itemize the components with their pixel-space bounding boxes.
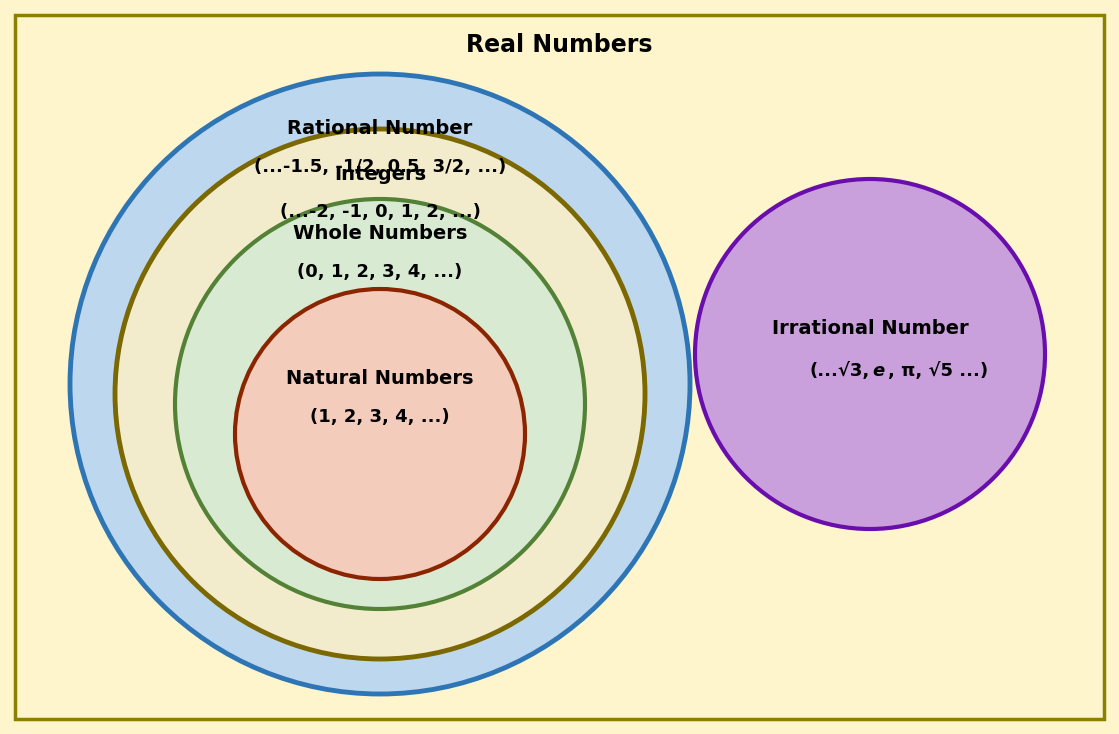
Text: , π, √5 ...): , π, √5 ...) [888,362,988,380]
Circle shape [695,179,1045,529]
Text: Irrational Number: Irrational Number [772,319,968,338]
Text: (...√3,: (...√3, [810,362,869,380]
Text: Natural Numbers: Natural Numbers [286,369,473,388]
Text: (...-2, -1, 0, 1, 2, ...): (...-2, -1, 0, 1, 2, ...) [280,203,480,221]
Text: Rational Number: Rational Number [288,120,472,139]
FancyBboxPatch shape [15,15,1104,719]
Text: (...-1.5, -1/2, 0.5, 3/2, ...): (...-1.5, -1/2, 0.5, 3/2, ...) [254,158,506,176]
Text: (1, 2, 3, 4, ...): (1, 2, 3, 4, ...) [310,408,450,426]
Circle shape [70,74,690,694]
Text: Whole Numbers: Whole Numbers [293,225,468,244]
Text: (0, 1, 2, 3, 4, ...): (0, 1, 2, 3, 4, ...) [298,263,462,281]
Text: Real Numbers: Real Numbers [467,33,652,57]
Circle shape [115,129,645,659]
Text: Integers: Integers [333,164,426,184]
Circle shape [175,199,585,609]
Circle shape [235,289,525,579]
Text: e: e [872,362,884,380]
